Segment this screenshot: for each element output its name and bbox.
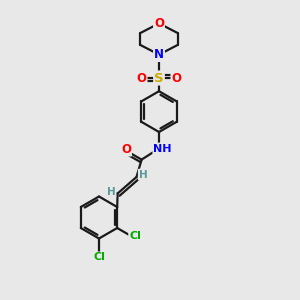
Text: Cl: Cl — [93, 252, 105, 262]
Text: S: S — [154, 71, 164, 85]
Text: H: H — [106, 187, 116, 197]
Text: O: O — [171, 71, 182, 85]
Text: O: O — [154, 17, 164, 30]
Text: O: O — [136, 71, 147, 85]
Text: H: H — [139, 169, 148, 180]
Text: NH: NH — [153, 143, 172, 154]
Text: N: N — [154, 48, 164, 61]
Text: Cl: Cl — [129, 231, 141, 241]
Text: O: O — [121, 142, 131, 156]
